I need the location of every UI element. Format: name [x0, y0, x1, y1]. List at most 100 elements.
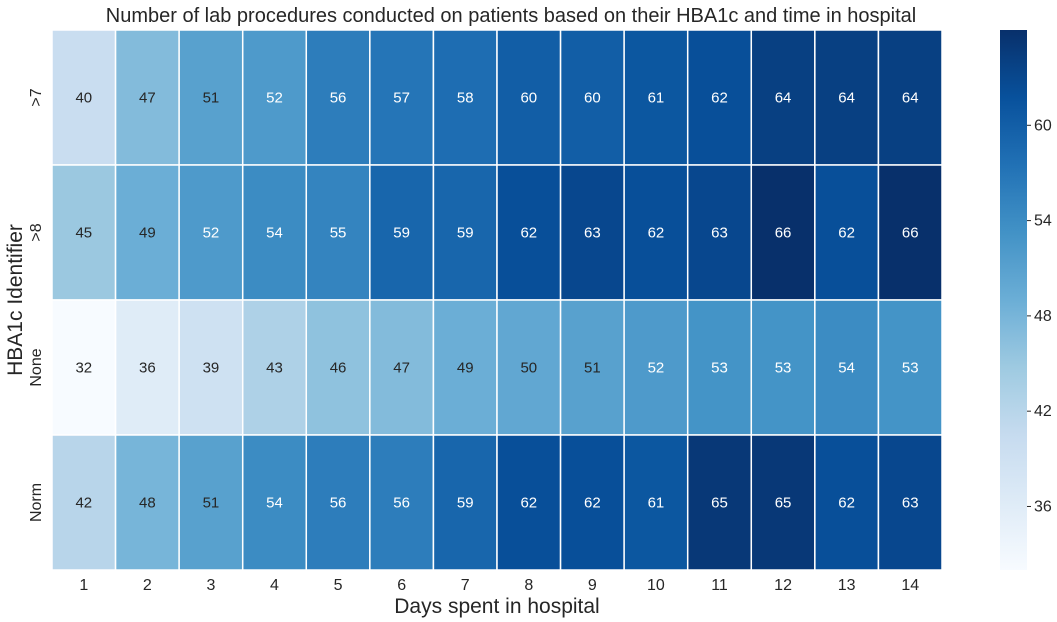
cell-value-label: 46 — [330, 360, 347, 377]
cell-value-label: 64 — [775, 90, 792, 107]
x-tick-label: 3 — [206, 577, 215, 594]
colorbar — [1000, 30, 1027, 570]
heatmap-cell — [178, 29, 244, 166]
cell-value-label: 63 — [584, 225, 601, 242]
heatmap-cell — [369, 29, 435, 166]
heatmap-cell — [432, 434, 498, 571]
x-tick-label: 6 — [397, 577, 406, 594]
x-tick-label: 7 — [461, 577, 470, 594]
x-tick-label: 4 — [270, 577, 279, 594]
cell-value-label: 49 — [139, 225, 156, 242]
chart-title: Number of lab procedures conducted on pa… — [106, 5, 917, 27]
cell-value-label: 59 — [457, 225, 474, 242]
cell-value-label: 56 — [330, 90, 347, 107]
heatmap-cell — [178, 299, 244, 436]
y-axis-ticks: >7 >8 None Norm — [28, 88, 45, 522]
heatmap-cell — [51, 29, 117, 166]
cell-value-label: 62 — [584, 495, 601, 512]
cell-value-label: 62 — [520, 495, 537, 512]
cell-value-label: 39 — [203, 360, 220, 377]
heatmap-cell — [814, 434, 880, 571]
heatmap-cell — [814, 164, 880, 301]
cell-value-label: 57 — [393, 90, 410, 107]
heatmap-cell — [496, 299, 562, 436]
heatmap-cell — [114, 29, 180, 166]
cell-value-label: 54 — [266, 225, 283, 242]
cell-value-label: 48 — [139, 495, 156, 512]
cell-value-label: 61 — [648, 90, 665, 107]
cell-value-label: 65 — [711, 495, 728, 512]
cell-value-label: 56 — [393, 495, 410, 512]
cell-value-label: 61 — [648, 495, 665, 512]
x-tick-label: 8 — [524, 577, 533, 594]
heatmap-cell — [51, 434, 117, 571]
x-axis-ticks: 1 2 3 4 5 6 7 8 9 10 11 12 13 14 — [79, 577, 919, 594]
cell-value-label: 58 — [457, 90, 474, 107]
cell-value-label: 62 — [520, 225, 537, 242]
cell-value-label: 56 — [330, 495, 347, 512]
cell-value-label: 66 — [775, 225, 792, 242]
heatmap-cell — [877, 434, 943, 571]
cell-value-label: 60 — [520, 90, 537, 107]
heatmap-cell — [496, 29, 562, 166]
heatmap-cell — [559, 434, 625, 571]
cell-value-label: 53 — [902, 360, 919, 377]
cell-value-label: 45 — [75, 225, 92, 242]
heatmap-cell — [51, 299, 117, 436]
cell-value-label: 49 — [457, 360, 474, 377]
cell-value-label: 59 — [457, 495, 474, 512]
cell-value-label: 51 — [203, 90, 220, 107]
heatmap-cells: 40 47 51 52 56 57 58 60 60 61 62 64 64 64 45 49 52 54 55 59… — [51, 29, 943, 571]
heatmap-cell — [496, 434, 562, 571]
heatmap-cell — [877, 29, 943, 166]
heatmap-cell — [369, 164, 435, 301]
heatmap-cell — [241, 164, 308, 301]
heatmap-cell — [877, 164, 943, 301]
cell-value-label: 43 — [266, 360, 283, 377]
heatmap-cell — [369, 434, 435, 571]
x-tick-label: 1 — [79, 577, 88, 594]
heatmap-cell — [686, 434, 753, 571]
y-tick-label: Norm — [28, 483, 45, 522]
cell-value-label: 64 — [838, 90, 855, 107]
cell-value-label: 53 — [711, 360, 728, 377]
colorbar-tick-label: 42 — [1034, 403, 1052, 420]
heatmap-cell — [559, 299, 625, 436]
heatmap-cell — [559, 164, 625, 301]
colorbar-tick-label: 48 — [1034, 308, 1052, 325]
cell-value-label: 51 — [203, 495, 220, 512]
cell-value-label: 40 — [75, 90, 92, 107]
colorbar-ticks: 36 42 48 54 60 — [1027, 117, 1052, 515]
heatmap-cell — [241, 434, 308, 571]
cell-value-label: 62 — [711, 90, 728, 107]
y-tick-label: None — [28, 348, 45, 386]
cell-value-label: 47 — [139, 90, 156, 107]
colorbar-tick-label: 54 — [1034, 213, 1052, 230]
heatmap-cell — [686, 299, 753, 436]
cell-value-label: 51 — [584, 360, 601, 377]
heatmap-cell — [178, 164, 244, 301]
cell-value-label: 52 — [648, 360, 665, 377]
x-tick-label: 5 — [334, 577, 343, 594]
heatmap-cell — [305, 434, 371, 571]
heatmap-cell — [877, 299, 943, 436]
heatmap-cell — [305, 164, 371, 301]
x-axis-label: Days spent in hospital — [394, 595, 599, 618]
cell-value-label: 59 — [393, 225, 410, 242]
cell-value-label: 54 — [838, 360, 855, 377]
cell-value-label: 65 — [775, 495, 792, 512]
heatmap-cell — [750, 434, 816, 571]
cell-value-label: 52 — [266, 90, 283, 107]
x-tick-label: 10 — [647, 577, 665, 594]
y-tick-label: >8 — [28, 223, 45, 241]
heatmap-cell — [750, 29, 816, 166]
heatmap-cell — [686, 164, 753, 301]
cell-value-label: 54 — [266, 495, 283, 512]
x-tick-label: 11 — [711, 577, 728, 594]
heatmap-cell — [178, 434, 244, 571]
colorbar-tick-label: 36 — [1034, 498, 1052, 515]
cell-value-label: 62 — [838, 495, 855, 512]
x-tick-label: 12 — [774, 577, 792, 594]
cell-value-label: 53 — [775, 360, 792, 377]
cell-value-label: 63 — [902, 495, 919, 512]
